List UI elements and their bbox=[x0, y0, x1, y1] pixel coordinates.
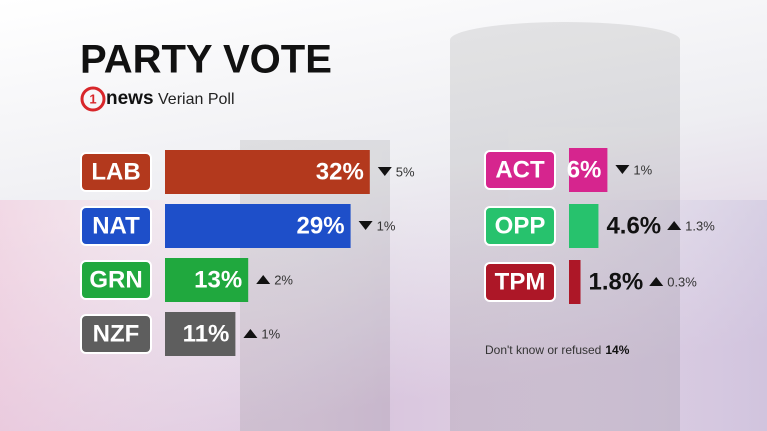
party-label: NAT bbox=[92, 212, 140, 239]
value-label: 6% bbox=[567, 156, 602, 183]
bar bbox=[165, 204, 351, 248]
value-label: 13% bbox=[194, 266, 242, 293]
bar bbox=[569, 260, 581, 304]
party-label: TPM bbox=[495, 268, 546, 295]
change-label: 1% bbox=[633, 162, 652, 177]
value-label: 4.6% bbox=[606, 212, 661, 239]
note-value: 14% bbox=[605, 343, 629, 357]
bar bbox=[165, 312, 236, 356]
change-label: 1.3% bbox=[685, 218, 715, 233]
logo-mark: 1 bbox=[89, 91, 96, 106]
change-arrow bbox=[256, 275, 271, 284]
value-label: 32% bbox=[316, 158, 364, 185]
change-arrow bbox=[243, 329, 258, 338]
change-arrow bbox=[377, 167, 392, 176]
change-arrow bbox=[649, 277, 664, 286]
note: Don't know or refused bbox=[485, 343, 601, 357]
party-box bbox=[80, 152, 152, 192]
chart-title: PARTY VOTE bbox=[80, 38, 332, 82]
party-box bbox=[80, 206, 152, 246]
change-arrow bbox=[667, 221, 682, 230]
bar bbox=[165, 258, 249, 302]
value-label: 11% bbox=[183, 320, 230, 347]
value-label: 29% bbox=[297, 212, 345, 239]
bar bbox=[165, 150, 370, 194]
change-label: 2% bbox=[274, 272, 293, 287]
party-label: LAB bbox=[91, 158, 140, 185]
party-box bbox=[80, 314, 152, 354]
party-label: ACT bbox=[495, 156, 545, 183]
change-label: 1% bbox=[377, 218, 396, 233]
subtitle: Verian Poll bbox=[158, 91, 235, 108]
change-label: 0.3% bbox=[667, 274, 697, 289]
party-label: NZF bbox=[93, 320, 140, 347]
logo-text: news bbox=[106, 88, 154, 109]
change-arrow bbox=[358, 221, 373, 230]
value-label: 1.8% bbox=[589, 268, 644, 295]
bar bbox=[569, 148, 608, 192]
party-box bbox=[484, 150, 556, 190]
party-label: GRN bbox=[89, 266, 142, 293]
change-label: 1% bbox=[261, 326, 280, 341]
party-box bbox=[484, 206, 556, 246]
logo-ring bbox=[80, 86, 106, 112]
party-box bbox=[484, 262, 556, 302]
party-box bbox=[80, 260, 152, 300]
change-arrow bbox=[615, 165, 630, 174]
party-label: OPP bbox=[495, 212, 546, 239]
bar bbox=[569, 204, 599, 248]
change-label: 5% bbox=[396, 164, 415, 179]
